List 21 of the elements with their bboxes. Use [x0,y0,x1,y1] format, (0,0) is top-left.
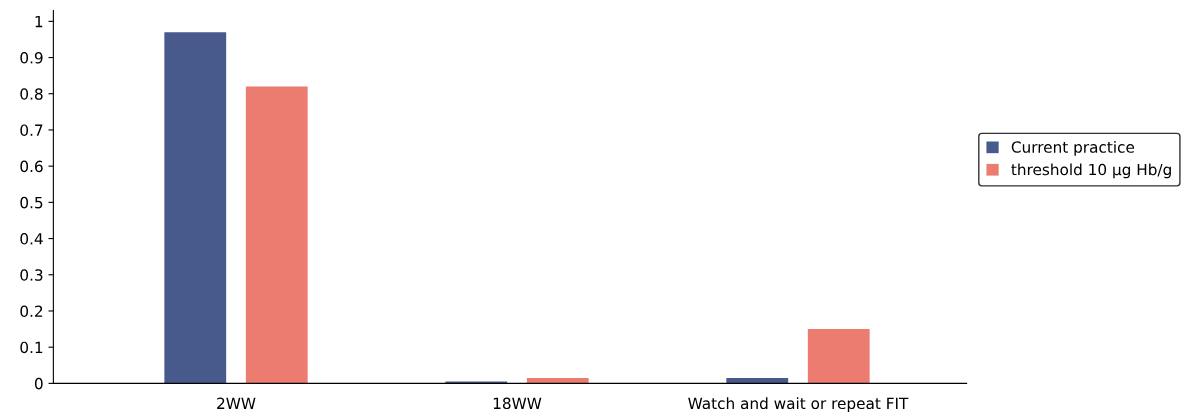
x-tick-label: 18WW [493,397,542,410]
x-tick-label: Watch and wait or repeat FIT [688,397,909,413]
y-tick-label: 0.6 [20,160,43,173]
y-tick-label: 0.3 [20,269,43,281]
legend-label: Current practice [1011,141,1135,156]
x-tick-label: 2WW [217,397,256,409]
y-tick-label: 0.2 [20,305,43,317]
bar [726,377,789,384]
bar [807,329,870,384]
y-tick-label: 0.9 [20,52,43,64]
y-tick-label: 0.1 [20,341,43,354]
y-tick-label: 1 [35,16,43,28]
y-tick-label: 0 [34,377,43,390]
y-tick-label: 0.4 [20,233,43,245]
bar [164,32,227,384]
y-tick-label: 0.8 [20,88,43,100]
y-tick-label: 0.5 [20,196,43,209]
bar [526,377,589,384]
y-tick-label: 0.7 [20,124,43,136]
legend-label: threshold 10 µg Hb/g [1011,163,1171,179]
bar [245,86,308,384]
